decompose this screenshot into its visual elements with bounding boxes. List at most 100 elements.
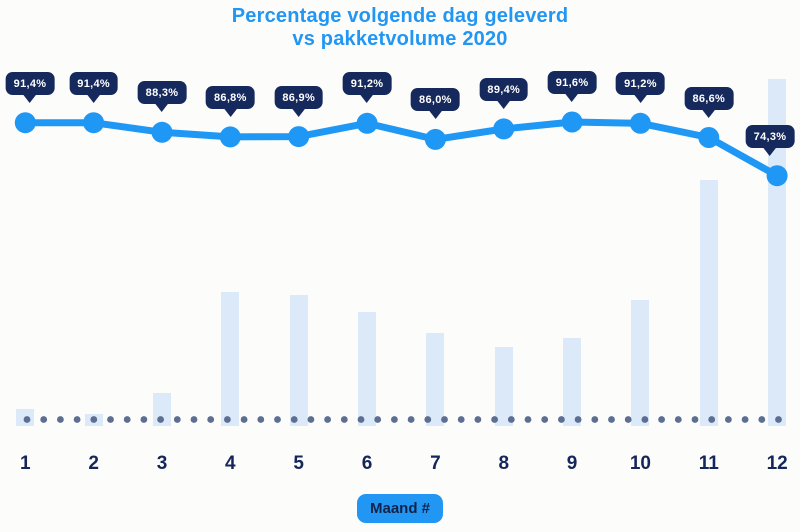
baseline-dot xyxy=(474,416,482,423)
value-badge: 86,6% xyxy=(684,86,734,110)
volume-bar xyxy=(494,346,513,426)
value-badge: 91,4% xyxy=(5,71,55,95)
volume-bar xyxy=(358,311,377,426)
baseline-dot xyxy=(574,416,582,423)
line-point xyxy=(424,128,446,150)
value-badge: 86,9% xyxy=(274,85,324,109)
month-label: 6 xyxy=(361,453,373,474)
baseline-dot xyxy=(107,416,114,423)
baseline-dot xyxy=(123,416,131,423)
baseline-dot xyxy=(725,416,732,423)
baseline-dot xyxy=(157,416,165,423)
month-label: 10 xyxy=(629,453,652,474)
month-label: 1 xyxy=(20,453,31,474)
value-badge: 91,4% xyxy=(69,71,118,95)
line-point xyxy=(629,112,651,134)
line-point xyxy=(14,112,36,134)
x-axis-labels: 1 2 3 4 5 6 7 8 9 10 11 12 xyxy=(0,453,800,479)
baseline-dot xyxy=(307,416,315,423)
baseline-dot xyxy=(324,416,331,423)
baseline-dot xyxy=(674,416,682,423)
value-badge: 91,6% xyxy=(547,71,597,95)
baseline-dot xyxy=(73,416,81,423)
volume-bar xyxy=(289,294,308,426)
baseline-dot xyxy=(207,416,215,423)
baseline-dot xyxy=(257,416,265,423)
baseline-dot xyxy=(190,416,198,423)
month-label: 3 xyxy=(156,453,168,474)
baseline-dot xyxy=(558,416,565,423)
baseline-dot xyxy=(224,416,231,423)
volume-bar xyxy=(426,333,445,426)
baseline-dot xyxy=(424,416,432,423)
baseline-dot xyxy=(140,416,148,423)
volume-bar xyxy=(631,300,650,426)
month-label: 8 xyxy=(498,453,510,474)
month-label: 11 xyxy=(698,453,719,474)
baseline-dot xyxy=(658,416,665,423)
line-point xyxy=(219,126,241,148)
line-point xyxy=(288,126,310,148)
line-point xyxy=(561,111,583,133)
value-badge: 74,3% xyxy=(745,124,795,148)
line-point xyxy=(493,118,515,140)
volume-bar xyxy=(221,292,240,426)
value-badge: 86,8% xyxy=(205,85,255,109)
baseline-dot xyxy=(240,416,248,423)
month-label: 2 xyxy=(88,453,99,474)
baseline-dot xyxy=(40,416,48,423)
percentage-line xyxy=(21,118,781,180)
baseline-dot xyxy=(541,416,549,423)
volume-bar xyxy=(563,337,582,426)
baseline-dot xyxy=(491,416,498,423)
month-label: 7 xyxy=(430,453,441,474)
baseline-dot xyxy=(641,416,649,423)
baseline-dot xyxy=(407,416,415,423)
baseline-dot xyxy=(391,416,398,423)
line-point xyxy=(83,112,105,134)
volume-bar xyxy=(768,79,787,426)
month-label: 12 xyxy=(766,453,788,474)
baseline-dot xyxy=(691,416,699,423)
baseline-dot xyxy=(57,416,64,423)
baseline-dot xyxy=(173,416,181,423)
value-badge: 91,2% xyxy=(616,72,665,96)
chart-title-line2: vs pakketvolume 2020 xyxy=(292,28,508,50)
volume-bar xyxy=(699,179,718,426)
baseline-dot xyxy=(524,416,532,423)
baseline-dot xyxy=(775,416,782,423)
value-badge: 89,4% xyxy=(479,77,529,101)
value-badge: 91,2% xyxy=(342,72,392,96)
baseline-dot xyxy=(758,416,766,423)
baseline-dot xyxy=(591,416,599,423)
baseline-dot xyxy=(624,416,632,423)
value-badge: 88,3% xyxy=(137,81,187,105)
month-label: 5 xyxy=(293,453,304,474)
line-point xyxy=(766,165,788,187)
baseline-dot xyxy=(608,416,615,423)
baseline-dot xyxy=(374,416,382,423)
baseline-dot xyxy=(23,416,31,423)
baseline-dot xyxy=(340,416,348,423)
volume-bar xyxy=(153,393,171,426)
month-label: 4 xyxy=(225,453,236,474)
baseline-dot xyxy=(274,416,281,423)
baseline-dot xyxy=(507,416,515,423)
chart-title: Percentage volgende dag geleverd vs pakk… xyxy=(0,5,800,51)
line-point xyxy=(356,112,378,134)
x-axis-title-badge: Maand # xyxy=(356,494,444,523)
baseline-dot xyxy=(90,416,98,423)
baseline-dot xyxy=(441,416,448,423)
value-badge: 86,0% xyxy=(411,88,460,112)
line-point xyxy=(151,121,173,143)
month-label: 9 xyxy=(566,453,578,474)
x-axis-title: Maand # xyxy=(369,500,431,517)
baseline-dot xyxy=(741,416,749,423)
baseline-dot xyxy=(457,416,465,423)
baseline-dot xyxy=(708,416,716,423)
line-point xyxy=(698,127,720,148)
chart-title-line1: Percentage volgende dag geleverd xyxy=(231,5,569,27)
